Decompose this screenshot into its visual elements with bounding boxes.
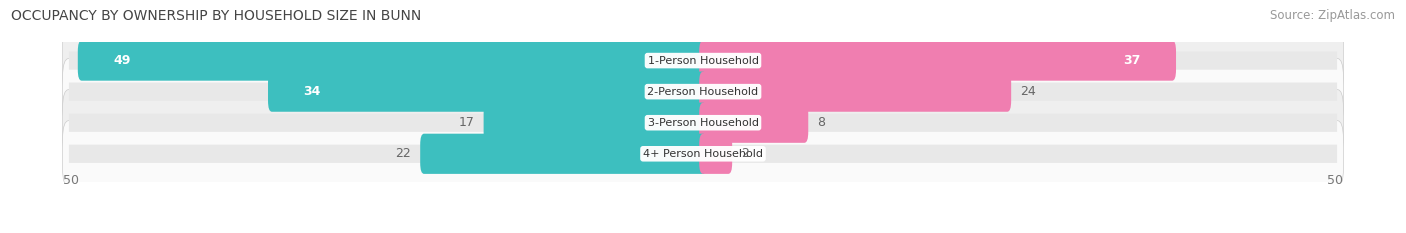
- Text: 50: 50: [1327, 174, 1343, 187]
- FancyBboxPatch shape: [699, 41, 1175, 81]
- FancyBboxPatch shape: [484, 103, 707, 143]
- FancyBboxPatch shape: [63, 27, 1343, 94]
- FancyBboxPatch shape: [63, 58, 1343, 125]
- FancyBboxPatch shape: [63, 121, 1343, 187]
- FancyBboxPatch shape: [703, 51, 1337, 70]
- Text: OCCUPANCY BY OWNERSHIP BY HOUSEHOLD SIZE IN BUNN: OCCUPANCY BY OWNERSHIP BY HOUSEHOLD SIZE…: [11, 9, 422, 23]
- Text: 34: 34: [304, 85, 321, 98]
- FancyBboxPatch shape: [69, 145, 703, 163]
- FancyBboxPatch shape: [699, 72, 1011, 112]
- FancyBboxPatch shape: [699, 103, 808, 143]
- Text: 2: 2: [741, 147, 749, 160]
- Text: 8: 8: [817, 116, 825, 129]
- FancyBboxPatch shape: [703, 145, 1337, 163]
- FancyBboxPatch shape: [69, 113, 703, 132]
- FancyBboxPatch shape: [77, 41, 707, 81]
- Text: 17: 17: [458, 116, 475, 129]
- FancyBboxPatch shape: [699, 134, 733, 174]
- Text: 49: 49: [114, 54, 131, 67]
- FancyBboxPatch shape: [63, 89, 1343, 156]
- FancyBboxPatch shape: [69, 51, 703, 70]
- Text: 22: 22: [395, 147, 412, 160]
- FancyBboxPatch shape: [703, 82, 1337, 101]
- FancyBboxPatch shape: [69, 82, 703, 101]
- Text: 2-Person Household: 2-Person Household: [647, 87, 759, 97]
- Text: 50: 50: [63, 174, 79, 187]
- FancyBboxPatch shape: [420, 134, 707, 174]
- Text: Source: ZipAtlas.com: Source: ZipAtlas.com: [1270, 9, 1395, 22]
- Text: 24: 24: [1019, 85, 1036, 98]
- Text: 3-Person Household: 3-Person Household: [648, 118, 758, 128]
- FancyBboxPatch shape: [269, 72, 707, 112]
- Text: 37: 37: [1123, 54, 1140, 67]
- Text: 1-Person Household: 1-Person Household: [648, 56, 758, 65]
- FancyBboxPatch shape: [703, 113, 1337, 132]
- Text: 4+ Person Household: 4+ Person Household: [643, 149, 763, 159]
